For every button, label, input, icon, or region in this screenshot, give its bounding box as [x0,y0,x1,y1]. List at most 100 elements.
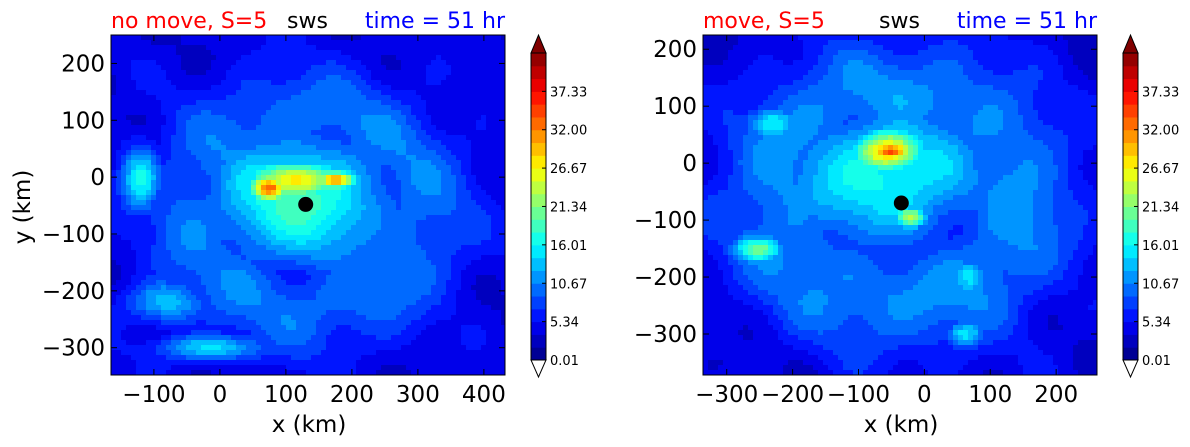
contour-cell [331,175,337,181]
contour-cell [381,205,387,211]
contour-cell [131,50,137,56]
contour-cell [451,170,457,176]
contour-cell [236,235,242,241]
contour-cell [276,50,282,56]
contour-cell [476,55,482,61]
contour-cell [286,120,292,126]
contour-cell [241,185,247,191]
contour-cell [131,290,137,296]
contour-cell [156,60,162,66]
contour-cell [151,225,157,231]
contour-cell [361,275,367,281]
contour-cell [386,150,392,156]
contour-cell [446,115,452,121]
contour-cell [411,270,417,276]
contour-cell [186,200,192,206]
contour-cell [301,95,307,101]
contour-cell [181,245,187,251]
contour-cell [221,310,227,316]
contour-cell [146,235,152,241]
contour-cell [486,250,492,256]
contour-cell [181,70,187,76]
contour-cell [356,240,362,246]
contour-cell [436,40,442,46]
contour-cell [216,195,222,201]
contour-cell [296,250,302,256]
contour-cell [136,280,142,286]
contour-cell [386,155,392,161]
contour-cell [231,275,237,281]
contour-cell [241,270,247,276]
contour-cell [271,50,277,56]
contour-cell [366,65,372,71]
contour-cell [221,180,227,186]
contour-cell [311,245,317,251]
contour-cell [136,140,142,146]
contour-cell [116,315,122,321]
contour-cell [316,230,322,236]
contour-cell [301,165,307,171]
contour-cell [166,160,172,166]
contour-cell [431,325,437,331]
contour-cell [486,175,492,181]
contour-cell [421,305,427,311]
contour-cell [341,290,347,296]
contour-cell [351,310,357,316]
contour-cell [151,105,157,111]
contour-cell [491,295,497,301]
contour-cell [391,345,397,351]
contour-cell [361,170,367,176]
contour-cell [151,270,157,276]
contour-cell [246,295,252,301]
contour-cell [391,85,397,91]
contour-cell [306,135,312,141]
contour-cell [226,40,232,46]
contour-cell [351,120,357,126]
contour-cell [336,70,342,76]
contour-cell [461,165,467,171]
contour-cell [226,260,232,266]
contour-cell [471,100,477,106]
contour-cell [441,135,447,141]
contour-cell [116,85,122,91]
contour-cell [386,275,392,281]
contour-cell [321,50,327,56]
contour-cell [171,290,177,296]
contour-cell [156,160,162,166]
contour-cell [491,70,497,76]
contour-cell [211,95,217,101]
contour-cell [176,200,182,206]
contour-cell [451,225,457,231]
contour-cell [296,280,302,286]
contour-cell [466,325,472,331]
contour-cell [396,180,402,186]
contour-cell [226,310,232,316]
contour-cell [321,125,327,131]
contour-cell [466,315,472,321]
contour-cell [221,115,227,121]
contour-cell [191,305,197,311]
contour-cell [131,185,137,191]
contour-cell [246,95,252,101]
contour-cell [316,315,322,321]
contour-cell [316,325,322,331]
contour-cell [236,225,242,231]
contour-cell [156,225,162,231]
contour-cell [401,40,407,46]
contour-cell [216,115,222,121]
contour-cell [316,305,322,311]
contour-cell [391,200,397,206]
contour-cell [246,50,252,56]
contour-cell [486,135,492,141]
contour-cell [396,100,402,106]
contour-cell [406,235,412,241]
contour-cell [116,350,122,356]
contour-cell [391,285,397,291]
contour-cell [146,150,152,156]
contour-cell [416,210,422,216]
contour-cell [236,130,242,136]
contour-cell [436,80,442,86]
contour-cell [266,275,272,281]
contour-cell [486,280,492,286]
contour-cell [501,275,505,281]
